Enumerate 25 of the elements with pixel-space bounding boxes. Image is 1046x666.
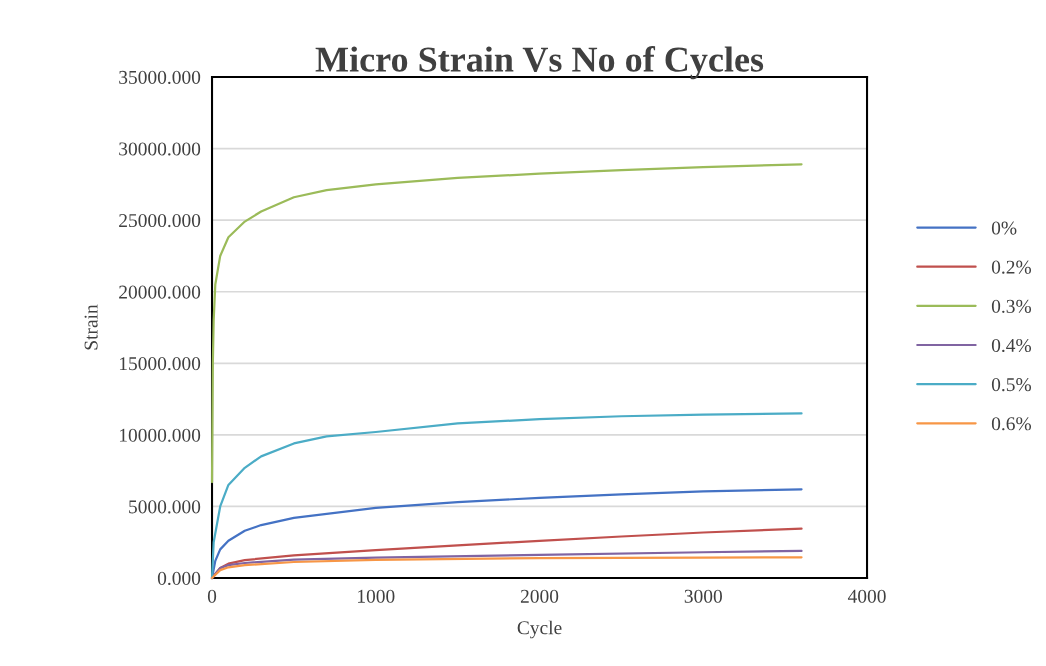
x-tick-label: 3000 (684, 589, 722, 603)
x-tick-label: 2000 (520, 589, 559, 603)
legend-label: 0.5% (991, 378, 1032, 392)
y-tick-label: 35000.000 (119, 70, 201, 85)
line-series (210, 556, 803, 580)
line-series (210, 163, 803, 484)
x-axis-title: Cycle (517, 620, 562, 639)
y-tick-label: 0.000 (157, 571, 201, 586)
y-tick-label: 20000.000 (119, 285, 201, 299)
chart-title: Micro Strain Vs No of Cycles (315, 46, 764, 80)
y-tick-label: 10000.000 (119, 428, 201, 442)
y-tick-label: 30000.000 (119, 142, 201, 156)
y-tick-label: 5000.000 (129, 500, 201, 514)
legend-label: 0.6% (991, 417, 1032, 431)
line-series (210, 412, 803, 580)
legend-label: 0.2% (991, 260, 1032, 274)
x-tick-label: 1000 (358, 589, 395, 603)
legend-label: 0.3% (991, 299, 1032, 313)
legend-label: 0.4% (991, 338, 1032, 353)
legend-label: 0% (991, 221, 1017, 235)
x-tick-label: 4000 (847, 589, 886, 603)
x-tick-label: 0 (207, 589, 217, 603)
y-axis-title: Strain (84, 304, 98, 350)
y-tick-label: 15000.000 (119, 357, 201, 371)
y-tick-label: 25000.000 (119, 213, 201, 228)
